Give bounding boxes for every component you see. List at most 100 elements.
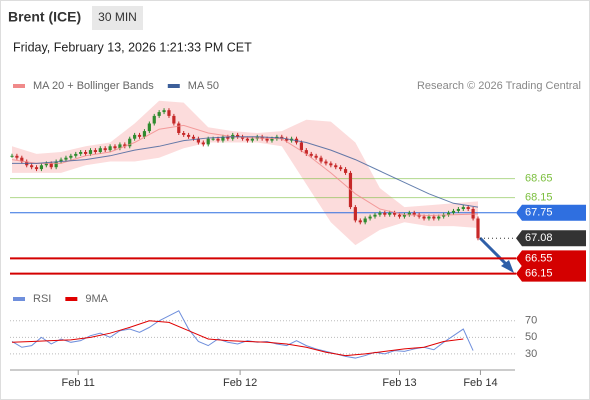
candle: [182, 133, 186, 135]
arrow-shaft: [478, 236, 510, 268]
candle: [30, 165, 34, 168]
timeframe: 30 MIN: [98, 10, 137, 24]
candle: [393, 212, 397, 215]
candle: [59, 159, 63, 162]
level-label: 66.55: [525, 252, 553, 264]
level-box: [516, 230, 586, 247]
candle: [162, 110, 166, 113]
timeframe-box: [92, 6, 143, 30]
x-tick-label: Feb 14: [463, 377, 497, 389]
candle: [309, 153, 313, 156]
x-tick-label: Feb 11: [62, 377, 95, 389]
ma20-line: [11, 124, 479, 216]
candle: [118, 144, 122, 149]
candle: [368, 216, 372, 219]
candle: [152, 115, 156, 124]
candle: [334, 165, 338, 168]
candle: [343, 169, 348, 173]
candle: [216, 138, 220, 141]
candle: [265, 138, 269, 141]
x-tick-label: Feb 13: [382, 377, 416, 389]
candle: [74, 153, 78, 156]
candle: [363, 218, 367, 223]
candle: [476, 218, 480, 239]
legend-label: 9MA: [85, 293, 108, 305]
candle: [49, 163, 53, 168]
candle: [466, 207, 470, 209]
candle: [358, 220, 362, 223]
candle: [329, 163, 333, 166]
candle: [339, 167, 343, 170]
candle: [245, 138, 250, 141]
source: Research © 2026 Trading Central: [417, 80, 581, 92]
candle: [388, 212, 392, 215]
candle: [147, 123, 151, 132]
level-box: [516, 250, 586, 267]
candle: [177, 123, 181, 133]
candle: [128, 138, 132, 147]
candle: [54, 161, 58, 168]
candle: [34, 167, 39, 170]
candle: [412, 212, 416, 215]
x-tick-label: Feb 12: [223, 377, 257, 389]
candle: [324, 161, 328, 164]
candle: [93, 150, 97, 152]
candle: [437, 216, 441, 219]
candle: [137, 134, 142, 137]
candle: [319, 157, 323, 162]
level-box: [516, 204, 586, 221]
candle: [432, 216, 436, 219]
candle: [10, 155, 14, 157]
arrow-head: [501, 260, 514, 273]
candle: [270, 138, 274, 141]
y-tick-label: 50: [525, 331, 537, 343]
candle: [142, 131, 147, 137]
candle: [133, 134, 137, 139]
candle: [299, 142, 304, 151]
candle: [402, 214, 407, 217]
level-label: 67.75: [525, 207, 553, 219]
candle: [196, 138, 200, 143]
legend-swatch: [167, 84, 180, 88]
candle: [314, 155, 318, 158]
candle: [422, 216, 426, 219]
candle: [427, 216, 431, 219]
level-label: 68.65: [525, 173, 553, 185]
legend-label: RSI: [33, 293, 51, 305]
candle: [353, 207, 357, 221]
candle: [44, 163, 48, 166]
candle: [206, 138, 210, 145]
candle: [226, 136, 230, 139]
level-label: 68.15: [525, 192, 553, 204]
y-tick-label: 70: [525, 315, 537, 327]
candle: [451, 210, 456, 213]
candle: [397, 214, 402, 217]
instrument-title: Brent (ICE): [8, 9, 81, 25]
bollinger-band: [12, 100, 478, 246]
candle: [285, 138, 289, 141]
candle: [20, 157, 24, 162]
candle: [64, 157, 68, 160]
candle: [79, 152, 83, 154]
candle: [88, 150, 93, 154]
legend-label: MA 20 + Bollinger Bands: [33, 80, 154, 92]
candle: [98, 148, 102, 152]
candle: [304, 150, 308, 154]
candle: [383, 212, 387, 215]
candle: [157, 112, 161, 116]
candle: [250, 138, 254, 141]
candle: [186, 134, 191, 137]
candle: [167, 110, 171, 116]
candle: [461, 207, 465, 209]
candle: [123, 144, 127, 147]
y-tick-label: 30: [525, 348, 537, 360]
candle: [442, 214, 446, 217]
legend-label: MA 50: [188, 80, 219, 92]
candle: [378, 212, 382, 215]
candle: [373, 214, 377, 217]
candle: [236, 134, 240, 137]
level-label: 67.08: [525, 232, 553, 244]
candle: [103, 148, 107, 151]
